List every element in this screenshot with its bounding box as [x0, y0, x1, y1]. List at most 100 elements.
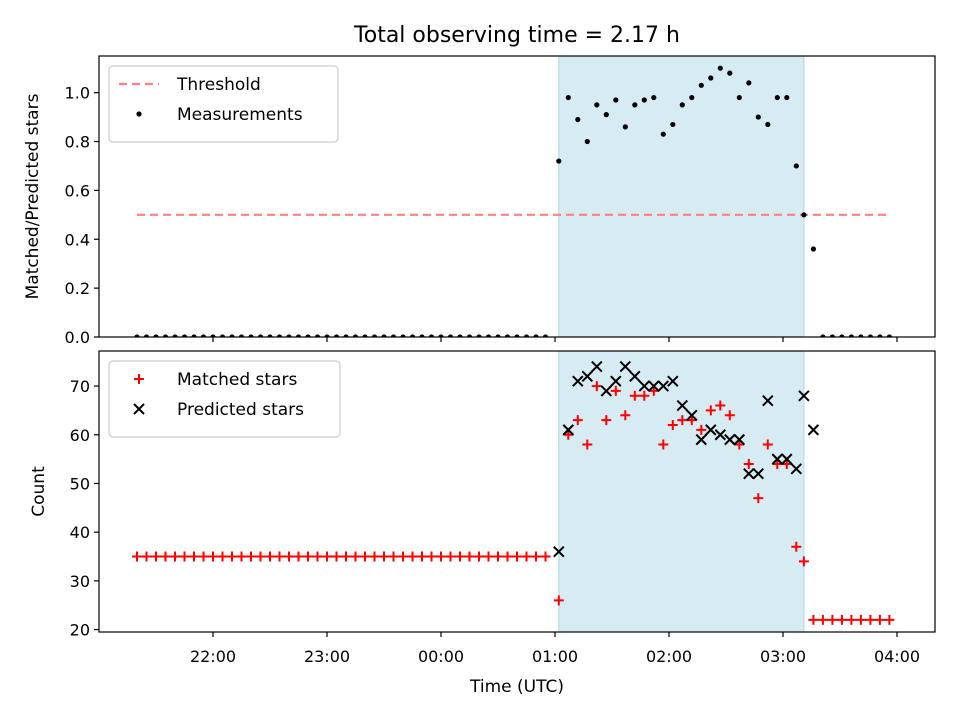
y-axis-label: Count: [29, 466, 49, 517]
legend-box: [108, 360, 341, 438]
data-point: [493, 551, 503, 562]
y-tick-label: 60: [70, 426, 90, 445]
data-point: [485, 334, 492, 337]
data-point: [352, 334, 359, 337]
data-point: [229, 334, 235, 337]
data-point: [343, 334, 349, 337]
data-point: [388, 551, 399, 562]
series-matched-stars: [132, 381, 895, 625]
y-tick-label: 1.0: [65, 84, 90, 103]
data-point: [877, 334, 883, 337]
data-point: [781, 453, 793, 465]
data-point: [667, 420, 678, 431]
top-panel: 0.0 0.2 0.4 0.6 0.8 1.0 Matched/Predicted star…: [23, 55, 936, 347]
data-point: [619, 360, 632, 373]
data-point: [848, 334, 854, 337]
data-point: [341, 551, 351, 562]
series-predicted-stars: [553, 360, 820, 558]
data-point: [727, 70, 733, 76]
data-point: [533, 334, 539, 337]
y-tick-label: 20: [70, 621, 90, 640]
legend-marker: [134, 374, 144, 384]
data-point: [771, 453, 784, 465]
data-point: [801, 212, 807, 218]
data-point: [610, 385, 621, 396]
data-point: [708, 75, 714, 81]
data-point: [639, 390, 650, 401]
data-point: [227, 551, 237, 562]
data-point: [765, 121, 771, 128]
axes-frame: [98, 55, 936, 338]
data-point: [409, 334, 416, 337]
data-point: [676, 399, 689, 412]
data-point: [836, 614, 847, 625]
data-point: [686, 415, 697, 426]
data-point: [746, 80, 752, 86]
data-point: [641, 97, 647, 103]
data-point: [629, 390, 640, 401]
data-point: [772, 458, 783, 469]
data-point: [858, 334, 864, 337]
x-tick-label: 04:00: [874, 647, 920, 666]
data-point: [293, 551, 304, 562]
data-point: [540, 551, 551, 562]
data-point: [753, 493, 764, 504]
data-point: [445, 551, 456, 562]
data-point: [495, 334, 501, 337]
y-tick-label: 0.0: [65, 328, 90, 347]
data-point: [447, 334, 454, 337]
data-point: [791, 541, 802, 552]
data-point: [553, 545, 565, 558]
data-point: [219, 334, 226, 337]
data-point: [620, 410, 631, 421]
data-point: [531, 551, 541, 562]
data-point: [736, 94, 742, 101]
data-point: [717, 65, 723, 71]
data-point: [762, 439, 773, 450]
data-point: [276, 334, 283, 337]
x-tick-label: 03:00: [760, 647, 806, 666]
data-point: [314, 334, 321, 337]
shaded-interval: [558, 55, 805, 338]
data-point: [371, 334, 378, 337]
legend-marker: [133, 403, 145, 415]
data-point: [582, 439, 593, 450]
data-point: [210, 334, 216, 337]
data-point: [217, 551, 228, 562]
data-point: [594, 102, 600, 108]
data-point: [874, 614, 885, 625]
data-point: [189, 551, 199, 562]
data-point: [591, 381, 602, 392]
data-point: [808, 614, 819, 625]
data-point: [134, 334, 140, 337]
data-point: [523, 334, 530, 337]
data-point: [660, 131, 666, 137]
data-point: [572, 415, 583, 426]
data-point: [398, 551, 408, 562]
data-point: [572, 375, 584, 387]
data-point: [274, 551, 285, 562]
data-point: [865, 614, 876, 625]
data-point: [286, 334, 292, 337]
data-point: [648, 380, 660, 392]
data-point: [752, 468, 765, 480]
data-point: [686, 409, 698, 421]
x-tick-label: 02:00: [646, 647, 692, 666]
data-point: [542, 334, 549, 337]
y-tick-label: 0.8: [65, 133, 90, 152]
data-point: [867, 334, 873, 337]
data-point: [390, 334, 397, 337]
data-point: [179, 551, 190, 562]
data-point: [886, 334, 892, 337]
data-point: [613, 97, 619, 103]
data-point: [724, 433, 736, 446]
data-point: [565, 94, 571, 101]
data-point: [246, 551, 256, 562]
data-point: [638, 380, 651, 392]
data-point: [553, 595, 564, 606]
axes-frame: [98, 350, 936, 633]
y-axis-label: Matched/Predicted stars: [23, 93, 43, 299]
data-point: [238, 334, 245, 337]
data-point: [476, 334, 482, 337]
